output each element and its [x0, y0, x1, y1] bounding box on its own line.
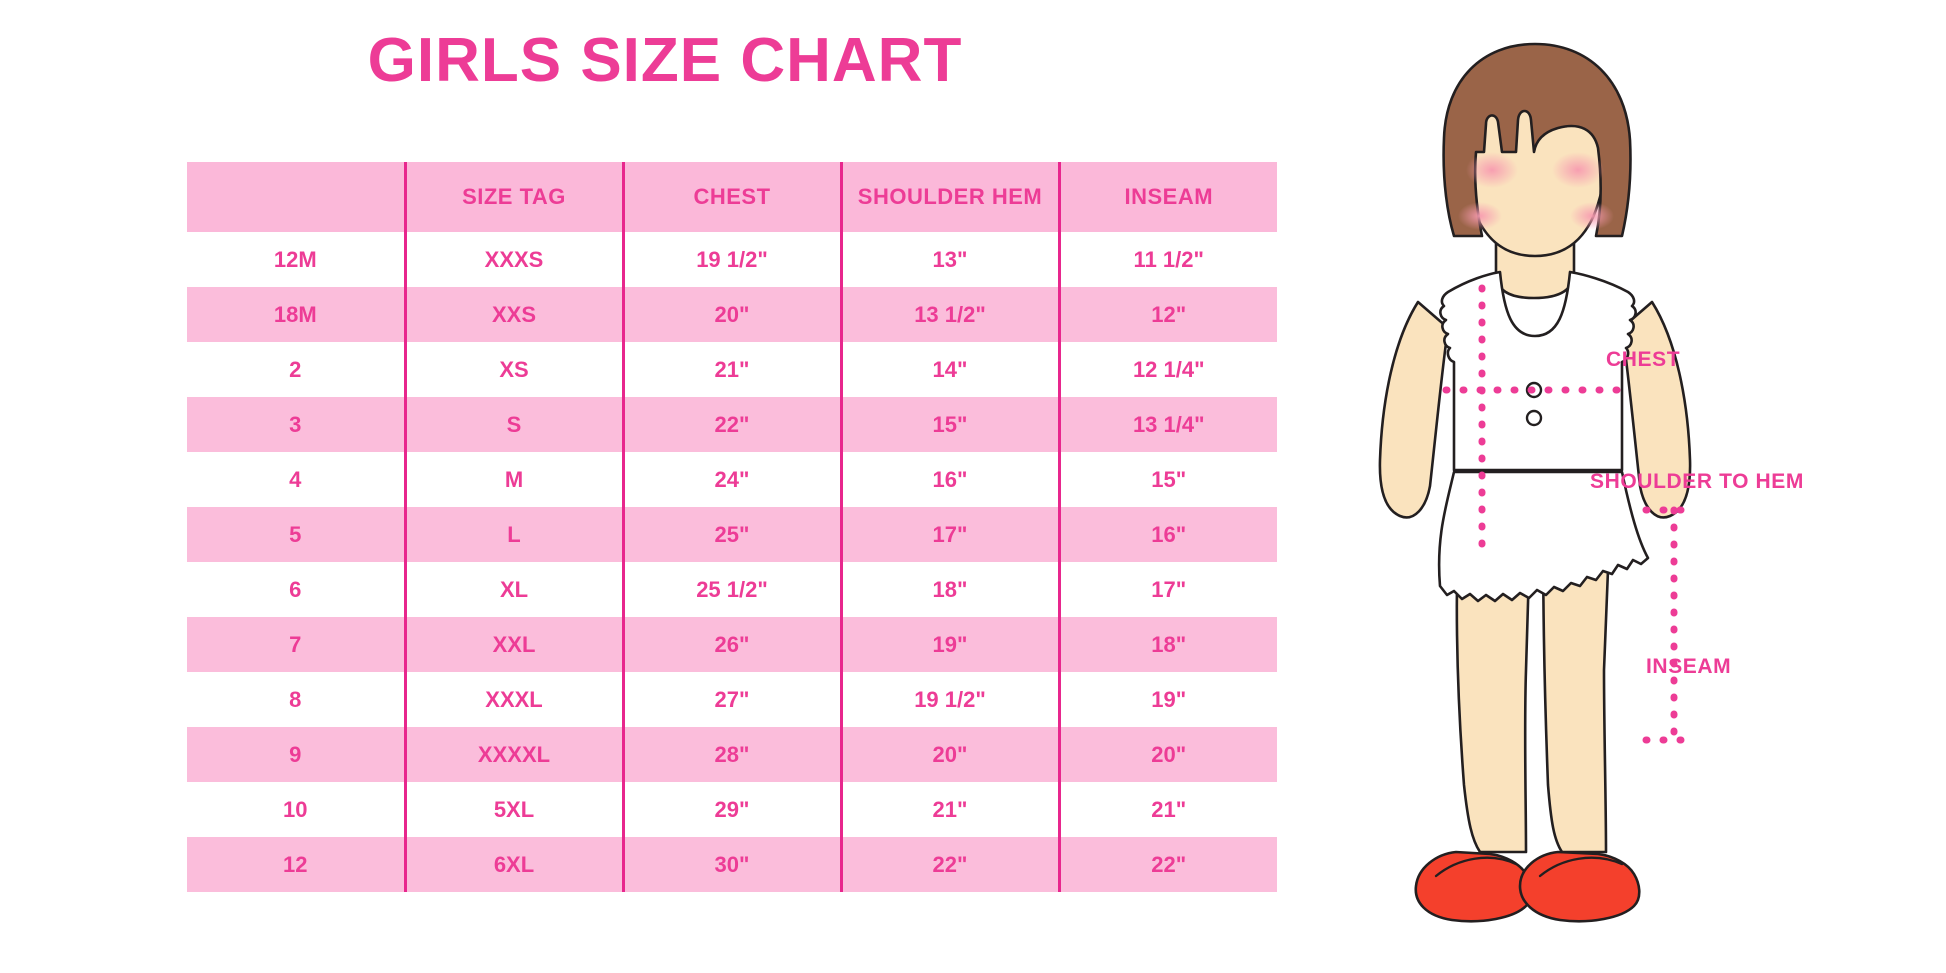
column-header-shoulder-hem: SHOULDER HEM	[839, 162, 1059, 232]
cell-chest: 29"	[621, 782, 841, 837]
size-chart-table-wrapper: SIZE TAG CHEST SHOULDER HEM INSEAM 12M XX…	[187, 162, 1277, 892]
cell-shoulder-hem: 19 1/2"	[839, 672, 1059, 727]
cell-inseam: 16"	[1057, 507, 1277, 562]
cell-size: 3	[187, 397, 405, 452]
cell-chest: 24"	[621, 452, 841, 507]
cell-size: 12	[187, 837, 405, 892]
cell-inseam: 19"	[1057, 672, 1277, 727]
cell-shoulder-hem: 13 1/2"	[839, 287, 1059, 342]
table-row: 5 L 25" 17" 16"	[187, 507, 1277, 562]
cell-inseam: 13 1/4"	[1057, 397, 1277, 452]
cell-size-tag: XXL	[403, 617, 623, 672]
cell-chest: 19 1/2"	[621, 232, 841, 287]
cell-chest: 27"	[621, 672, 841, 727]
table-row: 8 XXXL 27" 19 1/2" 19"	[187, 672, 1277, 727]
cell-size-tag: M	[403, 452, 623, 507]
table-body: 12M XXXS 19 1/2" 13" 11 1/2" 18M XXS 20" 13 1/2"…	[187, 232, 1277, 892]
table-row: 4 M 24" 16" 15"	[187, 452, 1277, 507]
cell-size: 6	[187, 562, 405, 617]
cell-size: 7	[187, 617, 405, 672]
cell-shoulder-hem: 13"	[839, 232, 1059, 287]
cell-inseam: 20"	[1057, 727, 1277, 782]
table-row: 6 XL 25 1/2" 18" 17"	[187, 562, 1277, 617]
table-row: 10 5XL 29" 21" 21"	[187, 782, 1277, 837]
cell-size-tag: XS	[403, 342, 623, 397]
cell-size-tag: XXS	[403, 287, 623, 342]
column-header-size-tag: SIZE TAG	[403, 162, 623, 232]
cell-shoulder-hem: 15"	[839, 397, 1059, 452]
cell-inseam: 17"	[1057, 562, 1277, 617]
column-header-chest: CHEST	[621, 162, 841, 232]
column-header-size	[187, 162, 405, 232]
cell-size: 18M	[187, 287, 405, 342]
cell-inseam: 12 1/4"	[1057, 342, 1277, 397]
table-row: 3 S 22" 15" 13 1/4"	[187, 397, 1277, 452]
cell-shoulder-hem: 16"	[839, 452, 1059, 507]
cell-shoulder-hem: 17"	[839, 507, 1059, 562]
cell-size-tag: XXXXL	[403, 727, 623, 782]
cell-inseam: 12"	[1057, 287, 1277, 342]
table-row: 12 6XL 30" 22" 22"	[187, 837, 1277, 892]
cell-size: 2	[187, 342, 405, 397]
cell-size-tag: 6XL	[403, 837, 623, 892]
label-chest: CHEST	[1606, 348, 1681, 371]
table-header: SIZE TAG CHEST SHOULDER HEM INSEAM	[187, 162, 1277, 232]
cell-inseam: 11 1/2"	[1057, 232, 1277, 287]
size-chart-table: SIZE TAG CHEST SHOULDER HEM INSEAM 12M XX…	[187, 162, 1277, 892]
cell-size-tag: XL	[403, 562, 623, 617]
label-inseam: INSEAM	[1646, 655, 1732, 678]
table-row: 2 XS 21" 14" 12 1/4"	[187, 342, 1277, 397]
cell-shoulder-hem: 21"	[839, 782, 1059, 837]
cell-chest: 22"	[621, 397, 841, 452]
cell-shoulder-hem: 18"	[839, 562, 1059, 617]
cell-chest: 30"	[621, 837, 841, 892]
cell-chest: 25 1/2"	[621, 562, 841, 617]
cell-size: 8	[187, 672, 405, 727]
cell-size: 9	[187, 727, 405, 782]
table-row: 9 XXXXL 28" 20" 20"	[187, 727, 1277, 782]
cell-size-tag: 5XL	[403, 782, 623, 837]
cell-shoulder-hem: 14"	[839, 342, 1059, 397]
cell-inseam: 18"	[1057, 617, 1277, 672]
page-title: GIRLS SIZE CHART	[367, 26, 963, 95]
table-row: 12M XXXS 19 1/2" 13" 11 1/2"	[187, 232, 1277, 287]
column-header-inseam: INSEAM	[1057, 162, 1277, 232]
cell-size-tag: S	[403, 397, 623, 452]
cell-chest: 28"	[621, 727, 841, 782]
cell-shoulder-hem: 22"	[839, 837, 1059, 892]
cell-chest: 25"	[621, 507, 841, 562]
cell-shoulder-hem: 20"	[839, 727, 1059, 782]
cell-chest: 20"	[621, 287, 841, 342]
table-row: 7 XXL 26" 19" 18"	[187, 617, 1277, 672]
cell-size: 5	[187, 507, 405, 562]
label-shoulder-to-hem: SHOULDER TO HEM	[1590, 470, 1804, 493]
cell-size-tag: XXXS	[403, 232, 623, 287]
girl-illustration	[1330, 40, 1750, 940]
cell-inseam: 22"	[1057, 837, 1277, 892]
cell-shoulder-hem: 19"	[839, 617, 1059, 672]
cell-inseam: 21"	[1057, 782, 1277, 837]
cell-size-tag: L	[403, 507, 623, 562]
cell-size: 10	[187, 782, 405, 837]
cell-size-tag: XXXL	[403, 672, 623, 727]
cell-inseam: 15"	[1057, 452, 1277, 507]
cell-size: 12M	[187, 232, 405, 287]
cell-chest: 26"	[621, 617, 841, 672]
table-row: 18M XXS 20" 13 1/2" 12"	[187, 287, 1277, 342]
table-header-row: SIZE TAG CHEST SHOULDER HEM INSEAM	[187, 162, 1277, 232]
cell-size: 4	[187, 452, 405, 507]
cell-chest: 21"	[621, 342, 841, 397]
